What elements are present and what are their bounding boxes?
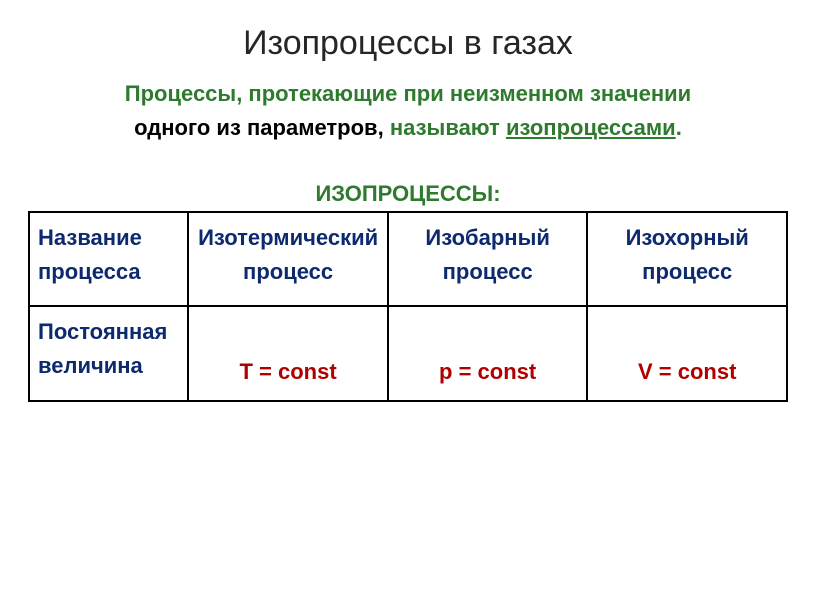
subtitle-part-green: называют (384, 115, 506, 140)
table-row: Название процесса Изотермический процесс… (29, 212, 787, 306)
slide-subtitle: Процессы, протекающие при неизменном зна… (28, 77, 788, 145)
subtitle-part-black: одного из параметров, (134, 115, 384, 140)
section-label: ИЗОПРОЦЕССЫ: (28, 181, 788, 207)
row-header-name: Название процесса (29, 212, 188, 306)
subtitle-line1: Процессы, протекающие при неизменном зна… (125, 81, 691, 106)
const-v: V = const (587, 306, 787, 400)
slide-title: Изопроцессы в газах (28, 24, 788, 63)
col-isobaric: Изобарный процесс (388, 212, 588, 306)
isoprocess-table: Название процесса Изотермический процесс… (28, 211, 788, 401)
table-row: Постоянная величина T = const p = const … (29, 306, 787, 400)
subtitle-term-underline: изопроцессами (506, 115, 676, 140)
col-isothermal: Изотермический процесс (188, 212, 388, 306)
col-isochoric: Изохорный процесс (587, 212, 787, 306)
const-t: T = const (188, 306, 388, 400)
const-p: p = const (388, 306, 588, 400)
row-header-constant: Постоянная величина (29, 306, 188, 400)
subtitle-period: . (676, 115, 682, 140)
